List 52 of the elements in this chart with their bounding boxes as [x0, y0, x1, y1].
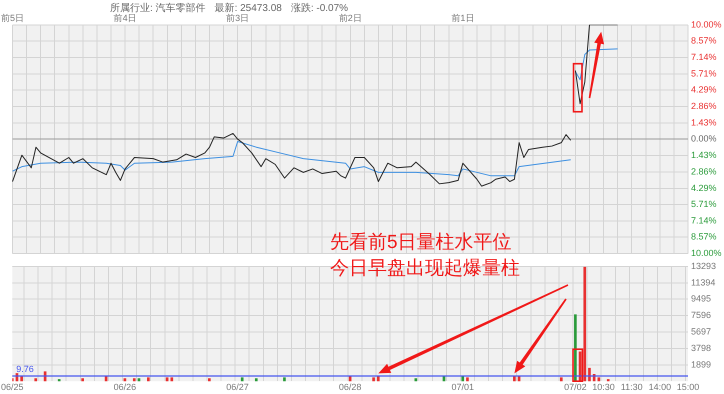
y-tick-label: 5.71%: [691, 68, 717, 78]
y-tick-label: 1.43%: [691, 150, 717, 160]
bar: [588, 368, 591, 382]
y-tick-label: 7.14%: [691, 215, 717, 226]
x-tick-label: 11:30: [620, 382, 643, 392]
x-tick-label: 前2日: [338, 12, 362, 23]
x-tick-label: 06/25: [0, 382, 24, 392]
x-tick-label: 06/27: [226, 382, 249, 392]
x-tick-label: 06/28: [338, 382, 362, 392]
text: 涨跌: -0.07%: [290, 3, 348, 14]
x-tick-label: 前4日: [114, 12, 137, 23]
y-tick-label: 11394: [691, 277, 716, 288]
annotation: 先看前5日量柱水平位: [330, 231, 512, 255]
y-tick-label: 2.86%: [691, 100, 717, 111]
text: 最新: 25473.08: [214, 3, 282, 14]
x-tick-label: 10:30: [592, 382, 615, 392]
y-tick-label: 4.29%: [691, 84, 717, 95]
x-tick-label: 06/26: [114, 382, 136, 392]
y-tick-label: 10.00%: [691, 19, 722, 30]
y-tick-label: 8.57%: [691, 232, 717, 242]
y-tick-label: 3798: [691, 342, 712, 353]
y-tick-label: 10.00%: [691, 248, 722, 258]
bar: [461, 376, 464, 382]
x-tick-label: 前1日: [451, 12, 474, 23]
bar: [583, 266, 586, 382]
y-tick-label: 1899: [691, 359, 712, 370]
bar: [138, 378, 140, 382]
y-tick-label: 5.71%: [691, 199, 717, 210]
x-tick-label: 15:00: [676, 382, 700, 392]
y-tick-label: 8.57%: [691, 36, 717, 46]
bar: [518, 376, 520, 382]
y-tick-label: 1.43%: [691, 117, 717, 128]
bar: [283, 377, 286, 382]
bar: [348, 376, 352, 382]
x-tick-label: 14:00: [648, 382, 672, 392]
annotation: 今日早盘出现起爆量柱: [330, 257, 520, 281]
y-tick-label: 2.86%: [691, 166, 717, 176]
bar: [104, 376, 108, 382]
annotation: 9.76: [16, 364, 34, 374]
y-tick-label: 7596: [691, 310, 712, 320]
x-tick-label: 前5日: [0, 12, 24, 23]
y-tick-label: 9495: [691, 294, 712, 304]
y-tick-label: 0.00%: [691, 134, 717, 144]
y-tick-label: 4.29%: [691, 182, 717, 193]
y-tick-label: 7.14%: [691, 52, 717, 62]
y-tick-label: 13293: [691, 260, 716, 271]
x-tick-label: 07/02: [564, 382, 587, 392]
x-tick-label: 前3日: [226, 12, 250, 23]
text: 所属行业: 汽车零部件: [110, 3, 206, 14]
x-tick-label: 07/01: [451, 382, 474, 392]
bar: [466, 377, 469, 382]
y-tick-label: 5697: [691, 326, 712, 336]
